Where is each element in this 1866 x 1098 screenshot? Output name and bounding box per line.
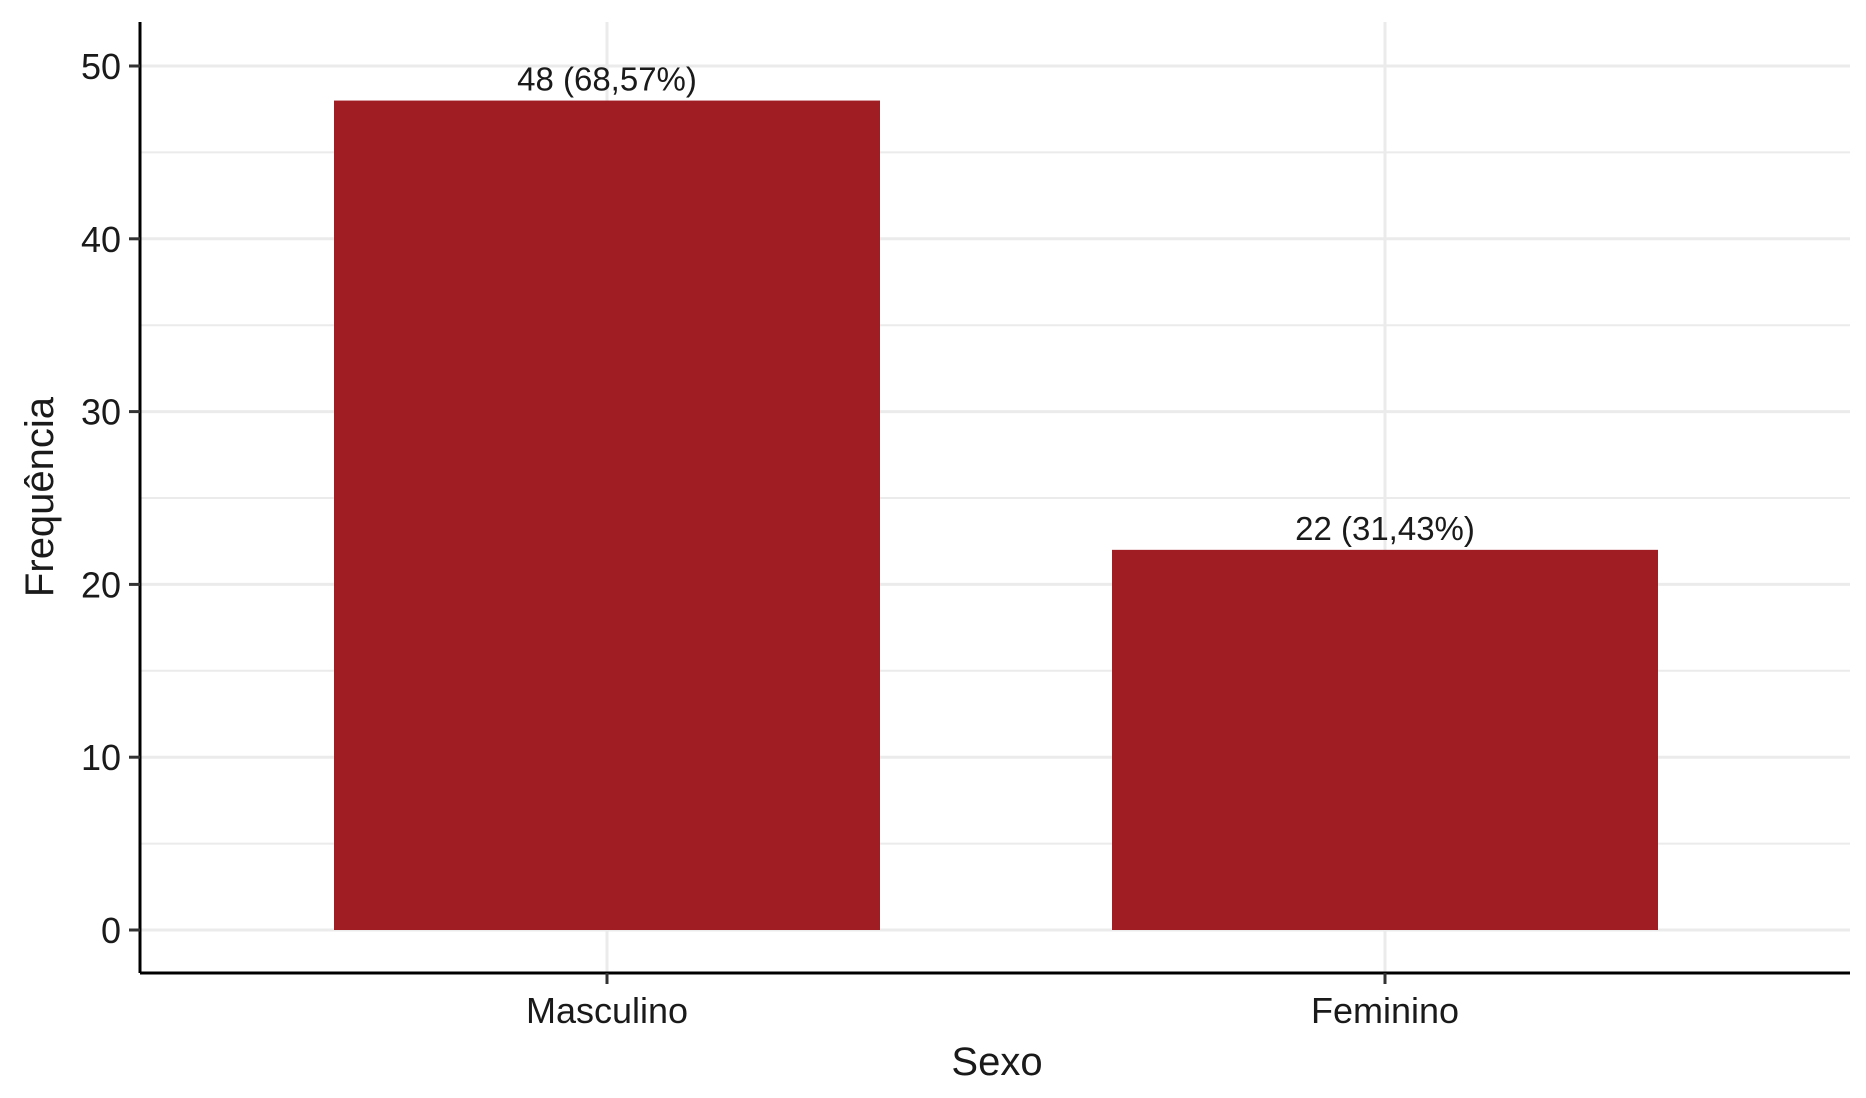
bars [334, 100, 1658, 930]
data-labels: 48 (68,57%) 22 (31,43%) [517, 61, 1475, 547]
y-tick-label: 20 [81, 564, 121, 605]
y-tick-label: 30 [81, 392, 121, 433]
y-tick-label: 50 [81, 46, 121, 87]
y-axis-title: Frequência [18, 396, 62, 597]
y-tick-label: 40 [81, 219, 121, 260]
y-axis-ticks: 0 10 20 30 40 50 [81, 46, 140, 951]
y-tick-label: 10 [81, 737, 121, 778]
x-tick-label: Feminino [1311, 990, 1459, 1031]
bar-value-label: 22 (31,43%) [1295, 510, 1475, 547]
bar-feminino [1112, 549, 1658, 930]
axes [138, 22, 1850, 975]
x-axis-ticks: Masculino Feminino [526, 973, 1459, 1031]
x-tick-label: Masculino [526, 990, 688, 1031]
bar-masculino [334, 100, 880, 930]
y-tick-label: 0 [101, 910, 121, 951]
bar-value-label: 48 (68,57%) [517, 61, 697, 98]
x-axis-title: Sexo [951, 1040, 1042, 1084]
